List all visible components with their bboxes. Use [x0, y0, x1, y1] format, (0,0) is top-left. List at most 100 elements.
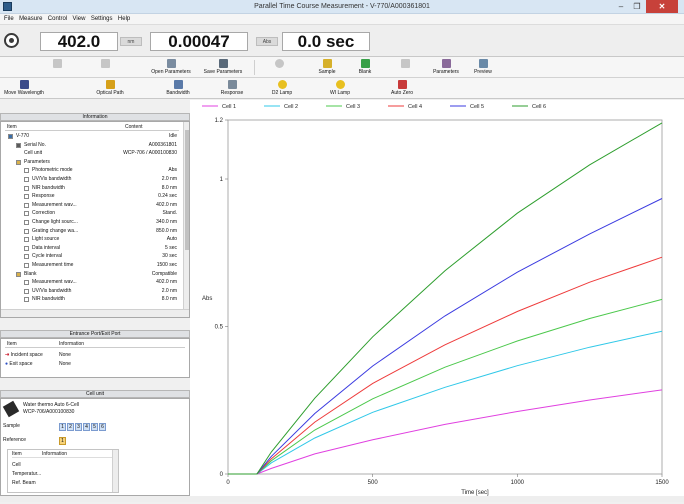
information-row[interactable]: NIR bandwidth 8.0 nm: [4, 185, 179, 192]
information-row[interactable]: Change light sourc... 340.0 nm: [4, 219, 179, 226]
legend-label: Cell 5: [470, 104, 484, 110]
information-row[interactable]: Response 0.24 sec: [4, 193, 179, 200]
information-row[interactable]: Data interval 5 sec: [4, 245, 179, 252]
sample-cell-6[interactable]: 6: [99, 423, 106, 431]
folder-icon: [16, 159, 21, 165]
information-row[interactable]: UV/Vis bandwidth 2.0 nm: [4, 176, 179, 183]
title-bar: Parallel Time Course Measurement - V-770…: [0, 0, 684, 14]
close-button[interactable]: ✕: [646, 0, 678, 13]
information-value: 402.0 nm: [156, 279, 177, 286]
maximize-button[interactable]: ❐: [633, 2, 641, 11]
save-button[interactable]: [88, 58, 122, 77]
sample-cell-3[interactable]: 3: [75, 423, 82, 431]
new-button[interactable]: [40, 58, 74, 77]
information-row[interactable]: Serial No. A000361801: [4, 142, 179, 149]
information-scrollbar[interactable]: [183, 122, 189, 309]
y-tick-label: 0: [220, 472, 224, 478]
sample-cell-5[interactable]: 5: [91, 423, 98, 431]
cell-info-row: Temperatur...: [12, 471, 42, 477]
sample-button[interactable]: Sample: [310, 58, 344, 77]
doc-icon: [24, 237, 29, 243]
doc-icon: [24, 168, 29, 174]
information-row[interactable]: Measurement time 1500 sec: [4, 262, 179, 269]
d2-lamp-button[interactable]: D2 Lamp: [262, 79, 302, 98]
menu-measure[interactable]: Measure: [19, 16, 43, 22]
sample-cell-2[interactable]: 2: [67, 423, 74, 431]
bandwidth-button[interactable]: Bandwidth: [158, 79, 198, 98]
new-icon: [52, 59, 62, 68]
information-value: 8.0 nm: [161, 296, 177, 303]
sample-label: Sample: [3, 423, 20, 429]
information-value: 850.0 nm: [156, 227, 177, 234]
information-hscrollbar[interactable]: [1, 309, 189, 317]
d2-lamp-icon: [277, 80, 287, 89]
information-row[interactable]: Blank Compatible: [4, 271, 179, 278]
information-value: 340.0 nm: [156, 219, 177, 225]
menu-view[interactable]: View: [72, 16, 86, 22]
open-parameters-button[interactable]: Open Parameters: [146, 58, 196, 77]
menu-file[interactable]: File: [4, 16, 14, 22]
cell-unit-serial: WCP-706/A000100830: [23, 409, 75, 415]
scrollbar-thumb[interactable]: [185, 130, 189, 250]
app-icon: [3, 2, 12, 11]
wavelength-readout: 402.0: [40, 32, 118, 51]
information-row[interactable]: Parameters: [4, 159, 179, 166]
logo-icon: [4, 33, 19, 48]
cell-info-scrollbar[interactable]: [112, 450, 118, 492]
move-wavelength-button[interactable]: Move Wavelength: [2, 79, 46, 98]
response-button[interactable]: Response: [212, 79, 252, 98]
preview-button[interactable]: Preview: [466, 58, 500, 77]
menu-control[interactable]: Control: [47, 16, 68, 22]
save-parameters-button[interactable]: Save Parameters: [198, 58, 248, 77]
sample-cell-4[interactable]: 4: [83, 423, 90, 431]
wavelength-unit: nm: [120, 37, 142, 46]
information-row[interactable]: Measurement wav... 402.0 nm: [4, 202, 179, 209]
incident-space-row: ⇥ Incident space None: [5, 352, 71, 358]
parameters-button[interactable]: Parameters: [428, 58, 464, 77]
menu-help[interactable]: Help: [117, 16, 131, 22]
cell-unit-panel: Water thermo Auto 6-Cell WCP-706/A000100…: [0, 398, 190, 496]
wi-lamp-icon: [335, 80, 345, 89]
doc-icon: [24, 211, 29, 217]
cell-holder-icon: [2, 400, 20, 418]
save-disk-icon: [218, 59, 228, 68]
auto-zero-icon: [397, 80, 407, 89]
information-row[interactable]: UV/Vis bandwidth 2.0 nm: [4, 288, 179, 295]
information-row[interactable]: Cycle interval 30 sec: [4, 253, 179, 260]
information-row[interactable]: Light source Auto: [4, 236, 179, 243]
auto-zero-button[interactable]: Auto Zero: [382, 79, 422, 98]
information-item: Response: [32, 193, 55, 200]
information-row[interactable]: Correction Stand.: [4, 210, 179, 217]
information-value: Stand.: [162, 210, 177, 217]
graph-area[interactable]: 0 500 1000 1500 0 0.5 1 1.2 Time [sec] Abs Cell 1 C…: [190, 100, 684, 502]
information-row[interactable]: Grating change wa... 850.0 nm: [4, 228, 179, 235]
folder-icon: [16, 271, 21, 277]
series-line: [228, 330, 663, 475]
minimize-button[interactable]: –: [618, 2, 624, 11]
blank-button[interactable]: Blank: [348, 58, 382, 77]
optical-path-icon: [105, 80, 115, 89]
optical-path-button[interactable]: Optical Path: [90, 79, 130, 98]
stop-button[interactable]: [262, 58, 296, 77]
x-tick-label: 0: [226, 480, 230, 486]
preview-icon: [478, 59, 488, 68]
information-row[interactable]: Photometric mode Abs: [4, 167, 179, 174]
information-panel-header: Information: [0, 113, 190, 121]
information-value: Idle: [168, 133, 177, 139]
information-row[interactable]: Cell unit WCP-706 / A000100830: [4, 150, 179, 157]
port-panel-header: Entrance Port/Exit Port: [0, 330, 190, 338]
information-row[interactable]: V-770 Idle: [4, 133, 179, 140]
wi-lamp-button[interactable]: WI Lamp: [320, 79, 360, 98]
x-axis-label: Time [sec]: [461, 490, 489, 496]
reference-cell-1[interactable]: 1: [59, 437, 66, 445]
information-row[interactable]: Measurement wav... 402.0 nm: [4, 279, 179, 286]
sample-icon: [322, 59, 332, 68]
doc-icon: [24, 177, 29, 182]
information-row[interactable]: NIR bandwidth 8.0 nm: [4, 296, 179, 303]
zero-button[interactable]: [388, 58, 422, 77]
cell-info-row: Cell: [12, 462, 21, 468]
legend-label: Cell 1: [222, 104, 236, 110]
open-folder-icon: [166, 59, 176, 68]
sample-cell-1[interactable]: 1: [59, 423, 66, 431]
menu-settings[interactable]: Settings: [90, 16, 113, 22]
